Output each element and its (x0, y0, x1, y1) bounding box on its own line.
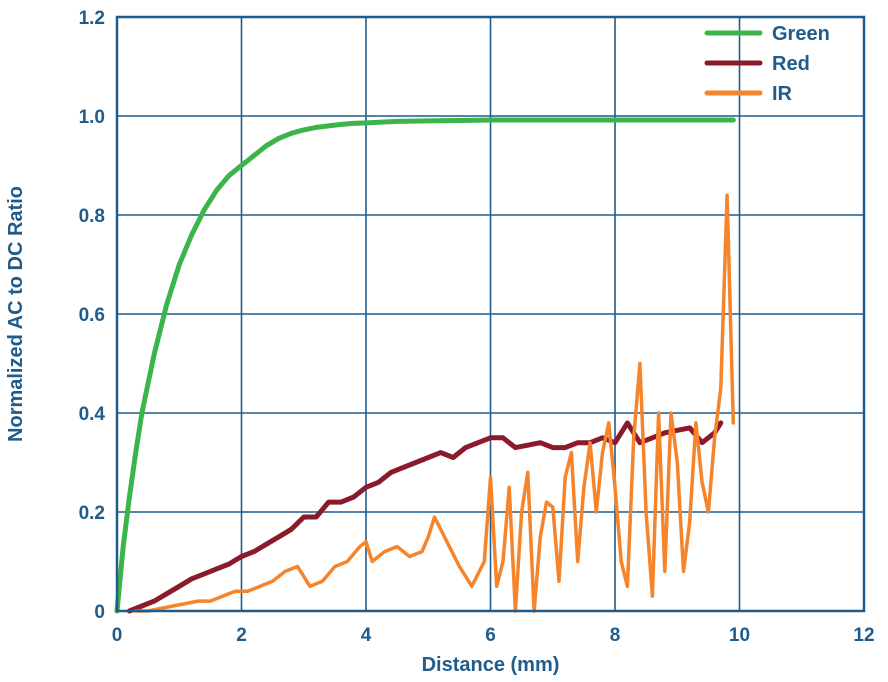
y-tick-label: 0.6 (79, 305, 105, 326)
y-tick-label: 1.2 (79, 8, 105, 29)
y-tick-label: 0.8 (79, 206, 105, 227)
y-tick-label: 1.0 (79, 107, 105, 128)
x-axis-label: Distance (mm) (422, 654, 560, 676)
legend-label-ir: IR (772, 83, 793, 105)
x-tick-label: 6 (485, 625, 496, 646)
tick-labels: 0 2 4 6 8 10 12 0 0.2 0.4 0.6 0.8 1.0 1.2 (79, 8, 875, 646)
gridlines (116, 16, 865, 612)
x-tick-label: 0 (112, 625, 123, 646)
y-tick-label: 0.2 (79, 503, 105, 524)
x-tick-label: 4 (361, 625, 372, 646)
x-tick-label: 2 (236, 625, 247, 646)
x-tick-label: 12 (853, 625, 874, 646)
legend-label-green: Green (772, 23, 830, 45)
y-tick-label: 0.4 (79, 404, 106, 425)
legend-label-red: Red (772, 53, 810, 75)
y-tick-label: 0 (94, 602, 105, 623)
x-tick-label: 10 (729, 625, 750, 646)
series-line-green (114, 117, 736, 614)
plot-frame (115, 15, 866, 613)
series-line-ir (133, 193, 736, 613)
series-lines (114, 117, 736, 614)
legend: Green Red IR (704, 23, 830, 105)
y-axis-label: Normalized AC to DC Ratio (5, 186, 27, 442)
series-line-red (126, 420, 724, 614)
x-tick-label: 8 (610, 625, 621, 646)
